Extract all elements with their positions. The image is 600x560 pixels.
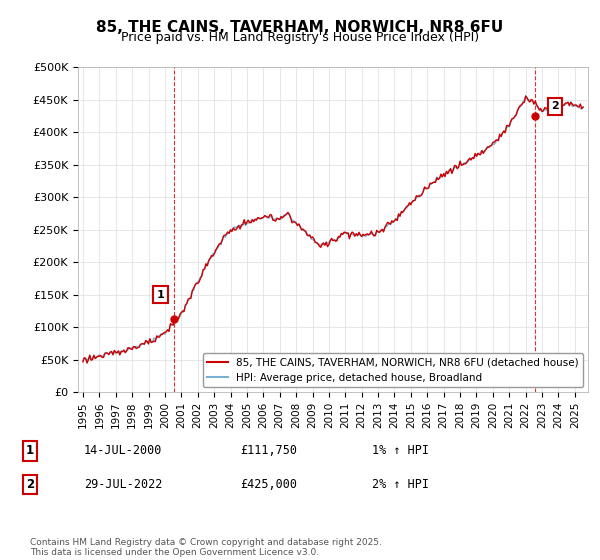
Text: 1% ↑ HPI: 1% ↑ HPI [372,444,429,458]
Text: 85, THE CAINS, TAVERHAM, NORWICH, NR8 6FU: 85, THE CAINS, TAVERHAM, NORWICH, NR8 6F… [97,20,503,35]
Text: 14-JUL-2000: 14-JUL-2000 [84,444,163,458]
Text: 1: 1 [157,290,164,300]
Text: £111,750: £111,750 [240,444,297,458]
Text: £425,000: £425,000 [240,478,297,491]
Text: Price paid vs. HM Land Registry's House Price Index (HPI): Price paid vs. HM Land Registry's House … [121,31,479,44]
Text: Contains HM Land Registry data © Crown copyright and database right 2025.
This d: Contains HM Land Registry data © Crown c… [30,538,382,557]
Legend: 85, THE CAINS, TAVERHAM, NORWICH, NR8 6FU (detached house), HPI: Average price, : 85, THE CAINS, TAVERHAM, NORWICH, NR8 6F… [203,353,583,387]
Text: 29-JUL-2022: 29-JUL-2022 [84,478,163,491]
Text: 2% ↑ HPI: 2% ↑ HPI [372,478,429,491]
Text: 2: 2 [551,101,559,111]
Text: 1: 1 [26,444,34,458]
Text: 2: 2 [26,478,34,491]
